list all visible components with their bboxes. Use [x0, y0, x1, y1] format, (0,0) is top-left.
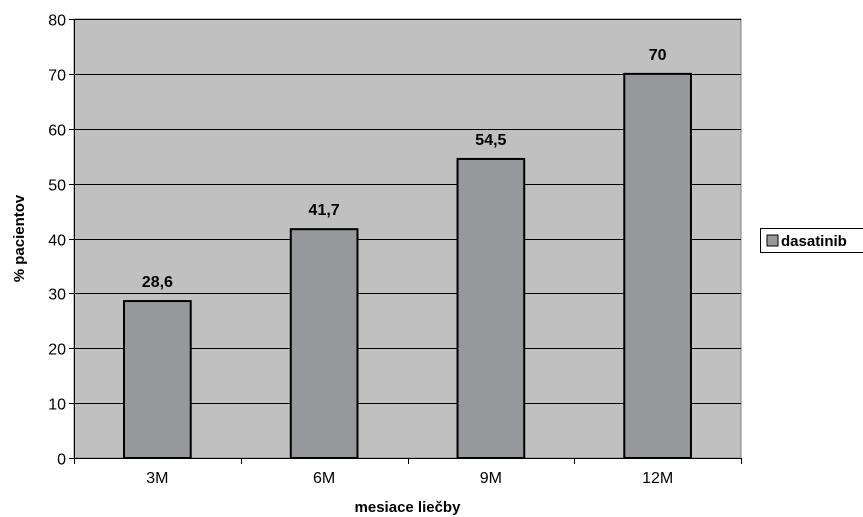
x-axis: 3M 6M 9M 12M [74, 458, 742, 487]
bar [123, 300, 192, 459]
y-tick-label: 40 [48, 233, 66, 250]
data-label: 28,6 [142, 274, 173, 291]
data-label: 54,5 [475, 132, 506, 149]
y-tick-label: 20 [48, 342, 66, 359]
bar [456, 157, 526, 459]
y-axis-title: % pacientov [11, 194, 28, 282]
data-label: 41,7 [309, 202, 340, 219]
legend: dasatinib [760, 228, 863, 253]
x-tick-label: 3M [146, 470, 168, 487]
x-tick-label: 12M [642, 470, 673, 487]
y-tick-label: 0 [57, 452, 66, 469]
legend-swatch [766, 234, 779, 247]
y-tick-label: 30 [48, 287, 66, 304]
legend-entry-dasatinib: dasatinib [781, 233, 847, 250]
y-tick-label: 50 [48, 178, 66, 195]
data-label: 70 [649, 47, 667, 64]
y-tick-label: 70 [48, 68, 66, 85]
y-tick-label: 60 [48, 123, 66, 140]
y-tick-label: 10 [48, 397, 66, 414]
bar [289, 228, 359, 459]
y-axis: 0 10 20 30 40 50 60 70 80 [48, 13, 75, 469]
y-tick-label: 80 [48, 13, 66, 30]
data-labels: 28,6 41,7 54,5 70 [142, 47, 667, 291]
bar [623, 72, 692, 459]
x-tick-label: 6M [313, 470, 335, 487]
x-tick-label: 9M [480, 470, 502, 487]
x-axis-title: mesiace liečby [355, 499, 462, 516]
bars [123, 72, 692, 459]
